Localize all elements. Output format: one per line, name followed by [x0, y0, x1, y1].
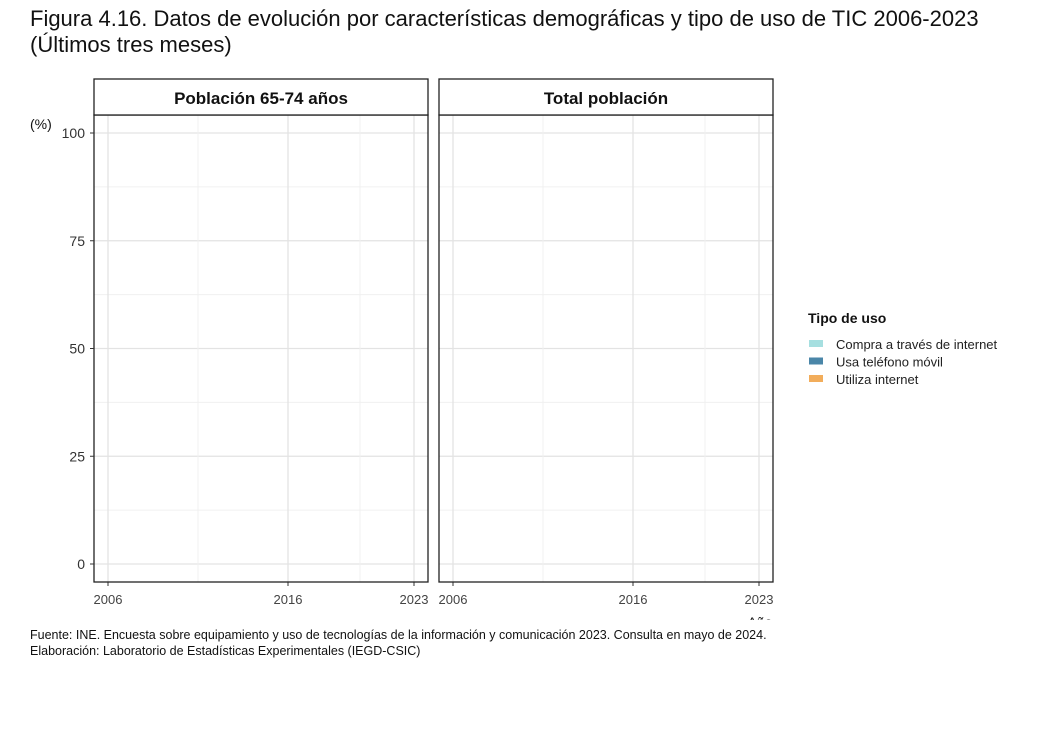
chart-title: Figura 4.16. Datos de evolución por cara… [30, 6, 1040, 58]
legend-swatch [809, 375, 823, 382]
facet-strip-label: Total población [544, 89, 668, 108]
x-tick-label: 2016 [619, 592, 648, 607]
chart-title-line2: (Últimos tres meses) [30, 32, 232, 57]
x-tick-label: 2023 [745, 592, 774, 607]
facet-panel: 2006 2016 2023 Población 65-74 años [93, 78, 429, 607]
chart-figure: (%) Año 2006 2016 2023 Población 65-74 años… [30, 78, 998, 620]
facet-strip-label: Población 65-74 años [174, 89, 348, 108]
x-tick-label: 2023 [400, 592, 429, 607]
legend-label: Compra a través de internet [836, 337, 998, 352]
facet-panel: 2006 2016 2023 Total población [438, 78, 774, 607]
facet-strip [438, 78, 774, 116]
chart-title-line1: Figura 4.16. Datos de evolución por cara… [30, 6, 979, 31]
legend: Tipo de uso Compra a través de internet Us… [808, 310, 998, 387]
y-tick-label: 25 [69, 448, 85, 464]
legend-swatch [809, 357, 823, 365]
legend-label: Utiliza internet [836, 372, 919, 387]
caption: Fuente: INE. Encuesta sobre equipamiento… [30, 627, 767, 659]
facet-panels: 2006 2016 2023 Población 65-74 años 2006 2016… [93, 78, 774, 607]
x-tick-label: 2016 [274, 592, 303, 607]
y-tick-label: 100 [62, 125, 86, 141]
x-axis-label: Año [748, 614, 773, 620]
y-tick-label: 50 [69, 341, 85, 357]
caption-credit: Elaboración: Laboratorio de Estadísticas… [30, 644, 421, 658]
facet-strip [93, 78, 429, 116]
x-tick-label: 2006 [94, 592, 123, 607]
legend-label: Usa teléfono móvil [836, 355, 943, 370]
y-tick-label: 0 [77, 556, 85, 572]
y-axis-ticks: 0 25 50 75 100 [62, 125, 94, 572]
y-axis-label: (%) [30, 116, 52, 132]
y-tick-label: 75 [69, 233, 85, 249]
x-tick-label: 2006 [439, 592, 468, 607]
legend-title: Tipo de uso [808, 310, 886, 326]
caption-source: Fuente: INE. Encuesta sobre equipamiento… [30, 628, 767, 642]
legend-swatch [809, 340, 823, 347]
